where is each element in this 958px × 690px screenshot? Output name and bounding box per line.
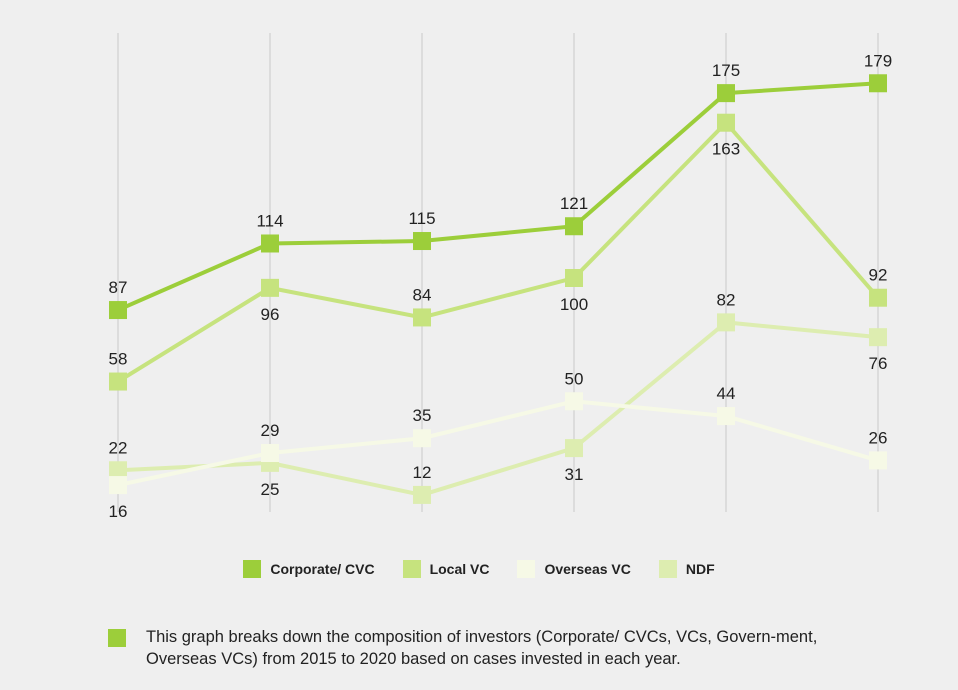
legend-item-ndf: NDF xyxy=(658,560,715,578)
data-label: 50 xyxy=(565,369,584,388)
data-label: 114 xyxy=(256,211,283,230)
data-label: 84 xyxy=(413,285,432,304)
data-point xyxy=(565,269,583,287)
data-point xyxy=(869,74,887,93)
data-label: 22 xyxy=(109,438,128,457)
data-label: 115 xyxy=(408,209,435,228)
legend-swatch-local-vc xyxy=(402,560,421,578)
legend-swatch-overseas-vc xyxy=(517,560,536,578)
data-label: 76 xyxy=(869,354,888,373)
data-point xyxy=(413,232,431,251)
chart-note: This graph breaks down the composition o… xyxy=(108,626,868,670)
legend-item-local-vc: Local VC xyxy=(402,560,490,578)
data-label: 121 xyxy=(560,194,588,213)
data-label: 179 xyxy=(864,51,892,70)
legend-label: Overseas VC xyxy=(544,561,631,577)
data-point xyxy=(109,461,127,480)
gridlines xyxy=(117,33,879,512)
note-text: This graph breaks down the composition o… xyxy=(146,628,818,668)
data-point xyxy=(869,451,887,470)
data-label: 163 xyxy=(712,140,740,159)
series-line xyxy=(117,399,879,488)
legend-label: Corporate/ CVC xyxy=(270,561,375,577)
data-label: 58 xyxy=(109,350,128,369)
data-point xyxy=(717,313,735,332)
data-point xyxy=(869,328,887,347)
series-overseas-vc: 16 29 35 50 44 26 xyxy=(109,369,888,521)
data-label: 25 xyxy=(261,480,280,499)
data-point xyxy=(413,485,431,504)
legend: Corporate/ CVC Local VC Overseas VC NDF xyxy=(0,560,958,578)
legend-swatch-ndf xyxy=(658,560,677,578)
data-point xyxy=(261,278,279,297)
series-line xyxy=(116,119,880,384)
data-point xyxy=(869,288,887,307)
data-label: 35 xyxy=(413,406,432,425)
data-label: 82 xyxy=(717,290,736,309)
data-label: 96 xyxy=(261,305,280,324)
data-label: 16 xyxy=(109,502,128,521)
data-label: 12 xyxy=(413,463,432,482)
data-label: 100 xyxy=(560,295,588,314)
data-label: 29 xyxy=(261,421,280,440)
data-point xyxy=(109,372,127,391)
legend-label: NDF xyxy=(685,561,715,577)
data-point xyxy=(109,476,127,495)
data-point xyxy=(565,439,583,458)
note-marker xyxy=(108,629,126,647)
data-point xyxy=(413,308,431,327)
legend-item-overseas-vc: Overseas VC xyxy=(517,560,631,578)
data-point xyxy=(413,429,431,448)
data-label: 44 xyxy=(717,384,736,403)
data-point xyxy=(565,392,583,411)
data-point xyxy=(717,84,735,103)
legend-item-corporate-cvc: Corporate/ CVC xyxy=(243,560,375,578)
data-label: 175 xyxy=(712,61,740,80)
data-point xyxy=(565,217,583,236)
series-line xyxy=(117,320,879,497)
series-line xyxy=(117,81,879,312)
data-label: 26 xyxy=(869,428,888,447)
legend-swatch-corporate-cvc xyxy=(243,560,262,578)
data-point xyxy=(717,113,735,132)
data-point xyxy=(261,234,279,253)
data-point xyxy=(717,407,735,426)
data-label: 31 xyxy=(565,465,584,484)
data-point xyxy=(109,301,127,320)
line-chart: 22 25 12 31 82 76 16 29 35 50 44 26 58 96 84 100 163 92 87… xyxy=(109,33,892,521)
series-local-vc: 58 96 84 100 163 92 xyxy=(109,113,888,391)
series-corporate-cvc: 87 114 115 121 175 179 xyxy=(109,51,892,320)
series-ndf: 22 25 12 31 82 76 xyxy=(109,290,888,504)
data-label: 87 xyxy=(109,278,128,297)
data-label: 92 xyxy=(869,266,888,285)
legend-label: Local VC xyxy=(429,561,490,577)
data-point xyxy=(261,444,279,463)
